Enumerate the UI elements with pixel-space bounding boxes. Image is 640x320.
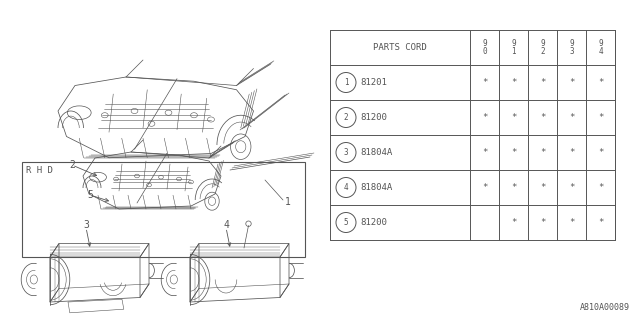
Text: *: *: [540, 218, 545, 227]
Text: *: *: [598, 148, 603, 157]
Text: 2: 2: [344, 113, 348, 122]
Text: 9
2: 9 2: [540, 38, 545, 57]
Text: 1: 1: [344, 78, 348, 87]
Text: R H D: R H D: [26, 166, 53, 175]
Text: *: *: [482, 148, 487, 157]
Text: *: *: [511, 113, 516, 122]
Text: 81200: 81200: [360, 113, 387, 122]
Text: *: *: [511, 183, 516, 192]
Text: 9
3: 9 3: [569, 38, 574, 57]
Text: *: *: [598, 113, 603, 122]
Text: *: *: [598, 183, 603, 192]
Text: 3: 3: [83, 220, 89, 230]
Text: *: *: [540, 113, 545, 122]
Text: *: *: [482, 113, 487, 122]
Text: *: *: [511, 218, 516, 227]
Text: *: *: [569, 78, 574, 87]
Text: 9
0: 9 0: [482, 38, 487, 57]
Text: *: *: [511, 78, 516, 87]
Text: 81200: 81200: [360, 218, 387, 227]
Text: *: *: [511, 148, 516, 157]
Bar: [22, 162, 305, 257]
Text: A810A00089: A810A00089: [580, 303, 630, 312]
Text: *: *: [569, 148, 574, 157]
Text: *: *: [482, 78, 487, 87]
Text: *: *: [540, 148, 545, 157]
Text: 1: 1: [285, 197, 291, 207]
Text: 5: 5: [87, 190, 93, 200]
Text: 2: 2: [69, 160, 75, 170]
Text: PARTS CORD: PARTS CORD: [373, 43, 427, 52]
Text: 81804A: 81804A: [360, 183, 392, 192]
Text: *: *: [540, 183, 545, 192]
Text: *: *: [569, 113, 574, 122]
Text: *: *: [598, 218, 603, 227]
Text: *: *: [598, 78, 603, 87]
Text: 4: 4: [223, 220, 229, 230]
Text: *: *: [482, 183, 487, 192]
Text: 81804A: 81804A: [360, 148, 392, 157]
Text: 9
1: 9 1: [511, 38, 516, 57]
Text: *: *: [540, 78, 545, 87]
Text: 9
4: 9 4: [598, 38, 603, 57]
Text: *: *: [569, 183, 574, 192]
Text: 4: 4: [344, 183, 348, 192]
Text: 3: 3: [344, 148, 348, 157]
Text: *: *: [569, 218, 574, 227]
Text: 5: 5: [344, 218, 348, 227]
Text: 81201: 81201: [360, 78, 387, 87]
